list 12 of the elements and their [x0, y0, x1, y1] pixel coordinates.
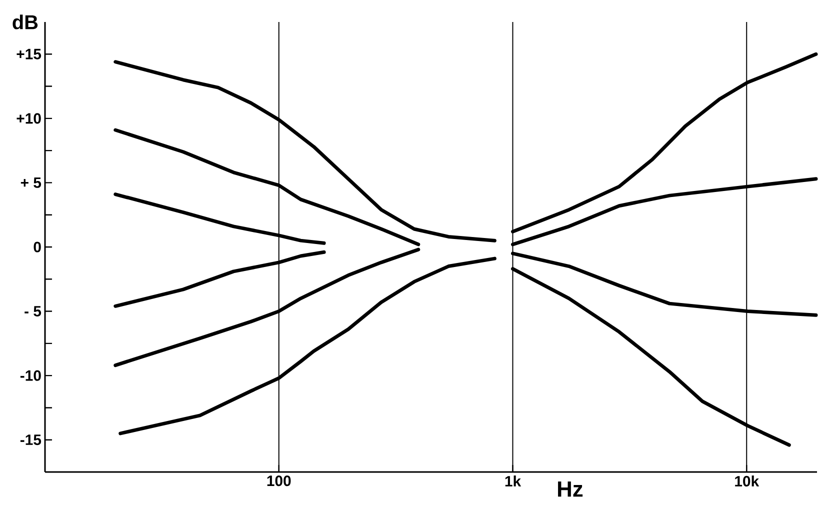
x-tick-label: 1k	[505, 476, 522, 486]
y-tick-label: 0	[34, 242, 41, 252]
y-axis-title: dB	[12, 14, 38, 30]
x-tick-label: 10k	[735, 476, 760, 486]
y-tick-label: +15	[16, 48, 42, 60]
y-tick-label: + 5	[20, 178, 42, 188]
y-tick-label: -15	[20, 434, 42, 446]
y-tick-label: +10	[16, 113, 41, 124]
y-tick-label: -10	[20, 370, 41, 381]
x-tick-label: 100	[267, 476, 291, 486]
x-axis-title: Hz	[558, 482, 583, 497]
y-tick-label: - 5	[24, 306, 42, 316]
